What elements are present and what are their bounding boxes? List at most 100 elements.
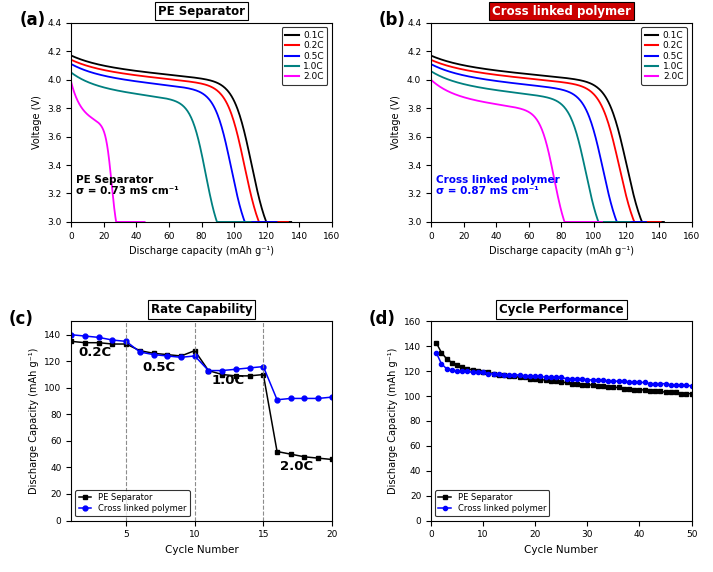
Cross linked polymer [232,366,240,373]
PE Separator [609,384,617,391]
Cross linked polymer [593,376,602,383]
Cross linked polymer [667,382,675,388]
Y-axis label: Discharge Capacity (mAh g⁻¹): Discharge Capacity (mAh g⁻¹) [29,348,39,494]
Cross linked polymer [615,378,623,384]
PE Separator [328,456,337,463]
Cross linked polymer [563,375,571,382]
Cross linked polymer [149,351,158,358]
PE Separator [204,367,212,374]
PE Separator [108,340,117,347]
Cross linked polymer [500,372,508,379]
Legend: PE Separator, Cross linked polymer: PE Separator, Cross linked polymer [76,490,190,517]
X-axis label: Discharge capacity (mAh g⁻¹): Discharge capacity (mAh g⁻¹) [129,246,274,256]
Cross linked polymer [687,383,696,390]
PE Separator [525,375,534,382]
Cross linked polymer [190,352,199,359]
PE Separator [442,355,451,362]
Text: (b): (b) [379,11,406,29]
Line: Cross linked polymer: Cross linked polymer [434,351,694,388]
PE Separator [149,350,158,357]
Cross linked polymer [557,374,565,381]
Y-axis label: Voltage (V): Voltage (V) [391,96,401,149]
Text: 0.2C: 0.2C [78,346,111,359]
PE Separator [515,374,524,381]
PE Separator [531,375,540,382]
Cross linked polymer [204,367,212,374]
PE Separator [505,373,513,380]
Cross linked polymer [314,395,322,402]
PE Separator [520,374,529,381]
Text: 2.0C: 2.0C [279,460,313,473]
PE Separator [557,379,565,386]
PE Separator [67,338,76,345]
Text: 0.5C: 0.5C [143,360,176,374]
Cross linked polymer [437,360,446,367]
Cross linked polymer [510,372,518,379]
Cross linked polymer [108,336,117,343]
PE Separator [314,455,322,462]
Cross linked polymer [599,376,607,383]
PE Separator [583,382,592,388]
PE Separator [578,382,586,388]
PE Separator [547,378,555,384]
Text: 1.0C: 1.0C [211,374,245,387]
Cross linked polymer [81,333,89,340]
PE Separator [273,448,282,455]
Cross linked polymer [479,369,488,376]
PE Separator [625,385,633,392]
Line: PE Separator: PE Separator [434,340,694,396]
Cross linked polymer [656,380,665,387]
PE Separator [573,380,581,387]
Cross linked polymer [583,376,592,383]
Cross linked polymer [620,378,628,384]
Cross linked polymer [547,374,555,381]
Cross linked polymer [484,370,493,377]
Cross linked polymer [682,382,691,388]
Cross linked polymer [453,368,461,375]
Cross linked polymer [463,368,472,375]
PE Separator [463,366,472,372]
PE Separator [484,369,493,376]
PE Separator [453,362,461,368]
PE Separator [635,387,644,394]
Y-axis label: Discharge Capacity (mAh g⁻¹): Discharge Capacity (mAh g⁻¹) [389,348,399,494]
Title: Cycle Performance: Cycle Performance [499,303,624,316]
Cross linked polymer [287,395,295,402]
Cross linked polymer [494,370,503,377]
PE Separator [500,372,508,379]
PE Separator [479,369,488,376]
PE Separator [640,387,649,394]
PE Separator [620,385,628,392]
Cross linked polymer [468,369,477,376]
Cross linked polymer [552,374,560,381]
PE Separator [541,376,550,383]
PE Separator [300,454,309,460]
Cross linked polymer [625,379,633,386]
PE Separator [245,372,254,379]
Cross linked polymer [94,334,103,341]
PE Separator [163,351,172,358]
PE Separator [94,339,103,346]
Cross linked polymer [245,364,254,371]
PE Separator [536,376,545,383]
PE Separator [563,379,571,386]
Cross linked polymer [67,331,76,338]
Title: Cross linked polymer: Cross linked polymer [492,5,631,18]
Cross linked polymer [568,375,576,382]
Cross linked polymer [163,352,172,359]
PE Separator [81,339,89,346]
X-axis label: Discharge capacity (mAh g⁻¹): Discharge capacity (mAh g⁻¹) [489,246,634,256]
PE Separator [588,382,597,388]
Cross linked polymer [442,366,451,372]
PE Separator [651,388,660,395]
Legend: 0.1C, 0.2C, 0.5C, 1.0C, 2.0C: 0.1C, 0.2C, 0.5C, 1.0C, 2.0C [282,27,327,85]
PE Separator [646,388,655,395]
Cross linked polymer [609,378,617,384]
PE Separator [122,340,130,347]
Title: Rate Capability: Rate Capability [151,303,252,316]
PE Separator [682,390,691,397]
Y-axis label: Voltage (V): Voltage (V) [31,96,41,149]
Cross linked polymer [635,379,644,386]
PE Separator [287,451,295,458]
Cross linked polymer [273,396,282,403]
